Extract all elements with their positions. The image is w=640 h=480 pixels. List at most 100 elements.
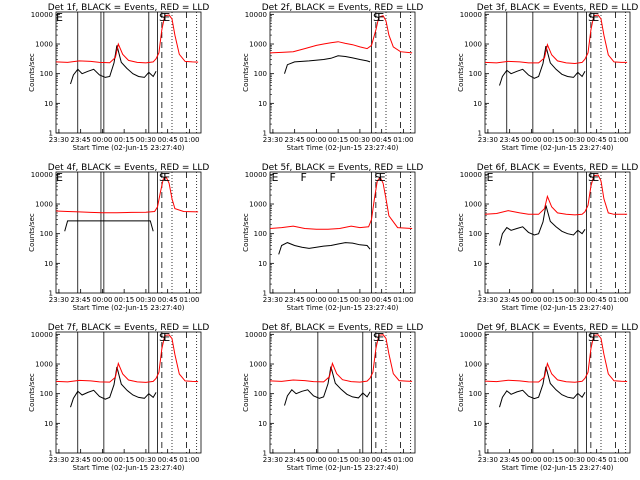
x-axis-label: Start Time (02-Jun-15 23:27:40) xyxy=(287,144,399,152)
x-tick-label: 01:00 xyxy=(393,136,413,144)
x-tick-label: 00:15 xyxy=(543,136,563,144)
y-tick-label: 100 xyxy=(469,70,482,78)
series-line-events xyxy=(278,242,371,255)
x-tick-label: 01:00 xyxy=(179,456,199,464)
x-tick-label: 23:30 xyxy=(478,296,498,304)
x-tick-label: 00:45 xyxy=(372,136,392,144)
x-tick-label: 23:45 xyxy=(500,136,520,144)
y-tick-label: 1 xyxy=(49,290,53,298)
y-tick-label: 10 xyxy=(44,100,53,108)
x-tick-label: 23:30 xyxy=(263,136,283,144)
plot-frame xyxy=(269,331,416,454)
y-tick-label: 10000 xyxy=(31,331,53,339)
series-line-events xyxy=(70,45,157,85)
chart-panel-4: Det 4f, BLACK = Events, RED = LLD 1 10 100 1… xyxy=(28,163,209,312)
flag-label: E xyxy=(377,331,384,344)
y-tick-label: 1 xyxy=(263,290,267,298)
y-tick-label: 10000 xyxy=(245,11,267,19)
series-line-events xyxy=(284,366,371,406)
chart-title: Det 4f, BLACK = Events, RED = LLD xyxy=(48,163,210,173)
x-tick-label: 23:45 xyxy=(71,296,91,304)
chart-title: Det 3f, BLACK = Events, RED = LLD xyxy=(477,3,639,13)
y-tick-label: 10000 xyxy=(460,11,482,19)
x-tick-label: 00:30 xyxy=(565,136,585,144)
flag-label: E xyxy=(56,11,63,24)
y-tick-label: 1 xyxy=(263,450,267,458)
flag-label: E xyxy=(163,331,170,344)
series-line-lld xyxy=(55,334,199,383)
y-tick-label: 1000 xyxy=(464,361,482,369)
x-axis-label: Start Time (02-Jun-15 23:27:40) xyxy=(502,304,614,312)
y-axis-label: Counts/sec xyxy=(242,53,250,92)
x-tick-label: 00:15 xyxy=(114,136,134,144)
y-axis-label: Counts/sec xyxy=(28,213,36,252)
y-tick-label: 100 xyxy=(254,390,267,398)
x-axis-label: Start Time (02-Jun-15 23:27:40) xyxy=(502,144,614,152)
series-line-events xyxy=(499,205,586,246)
x-tick-label: 00:15 xyxy=(543,456,563,464)
flag-label: S xyxy=(159,331,166,344)
y-tick-label: 10 xyxy=(258,100,267,108)
x-tick-label: 00:30 xyxy=(136,296,156,304)
y-tick-label: 10 xyxy=(258,260,267,268)
series-line-events xyxy=(284,55,371,74)
x-tick-label: 23:45 xyxy=(285,136,305,144)
y-tick-label: 10 xyxy=(44,420,53,428)
x-tick-label: 00:00 xyxy=(306,456,326,464)
flag-label: F xyxy=(329,171,335,184)
x-tick-label: 00:00 xyxy=(92,136,112,144)
series-line-lld xyxy=(269,15,413,54)
plot-frame xyxy=(484,331,631,454)
x-tick-label: 01:00 xyxy=(608,136,628,144)
y-tick-label: 10000 xyxy=(31,11,53,19)
flag-label: E xyxy=(379,171,386,184)
series-line-lld xyxy=(269,176,413,230)
series-line-lld xyxy=(55,176,199,214)
x-axis-label: Start Time (02-Jun-15 23:27:40) xyxy=(73,144,185,152)
chart-panel-9: Det 9f, BLACK = Events, RED = LLD 1 10 100 1… xyxy=(457,323,638,472)
x-tick-label: 23:30 xyxy=(263,296,283,304)
chart-title: Det 7f, BLACK = Events, RED = LLD xyxy=(48,323,210,333)
x-tick-label: 00:30 xyxy=(350,136,370,144)
flag-label: E xyxy=(377,11,384,24)
x-tick-label: 00:30 xyxy=(350,296,370,304)
y-tick-label: 1 xyxy=(49,450,53,458)
y-tick-label: 1000 xyxy=(249,361,267,369)
y-tick-label: 10 xyxy=(44,260,53,268)
x-tick-label: 01:00 xyxy=(179,136,199,144)
y-tick-label: 1000 xyxy=(35,41,53,49)
x-tick-label: 23:30 xyxy=(49,136,69,144)
y-tick-label: 1 xyxy=(478,130,482,138)
y-tick-label: 1 xyxy=(263,130,267,138)
x-tick-label: 23:45 xyxy=(71,456,91,464)
y-tick-label: 100 xyxy=(254,70,267,78)
series-line-lld xyxy=(484,334,628,383)
plot-frame xyxy=(269,11,416,134)
x-tick-label: 01:00 xyxy=(179,296,199,304)
x-tick-label: 00:45 xyxy=(372,296,392,304)
x-tick-label: 00:00 xyxy=(521,296,541,304)
flag-label: S xyxy=(374,171,381,184)
x-tick-label: 00:00 xyxy=(521,456,541,464)
x-tick-label: 01:00 xyxy=(393,296,413,304)
x-tick-label: 23:30 xyxy=(49,296,69,304)
chart-title: Det 6f, BLACK = Events, RED = LLD xyxy=(477,163,639,173)
y-tick-label: 1000 xyxy=(35,201,53,209)
x-tick-label: 00:45 xyxy=(158,456,178,464)
chart-panel-8: Det 8f, BLACK = Events, RED = LLD 1 10 100 1… xyxy=(242,323,423,472)
flag-label: E xyxy=(56,171,63,184)
y-axis-label: Counts/sec xyxy=(457,373,465,412)
x-tick-label: 00:30 xyxy=(136,136,156,144)
y-tick-label: 10000 xyxy=(245,331,267,339)
series-line-events xyxy=(499,45,586,86)
x-tick-label: 00:15 xyxy=(328,136,348,144)
x-tick-label: 00:30 xyxy=(136,456,156,464)
x-tick-label: 00:45 xyxy=(587,296,607,304)
flag-label: S xyxy=(373,331,380,344)
plot-frame xyxy=(484,11,631,134)
chart-panel-2: Det 2f, BLACK = Events, RED = LLD 1 10 100 1… xyxy=(242,3,423,152)
x-tick-label: 23:45 xyxy=(500,296,520,304)
flag-label: S xyxy=(588,331,595,344)
chart-title: Det 2f, BLACK = Events, RED = LLD xyxy=(262,3,424,13)
